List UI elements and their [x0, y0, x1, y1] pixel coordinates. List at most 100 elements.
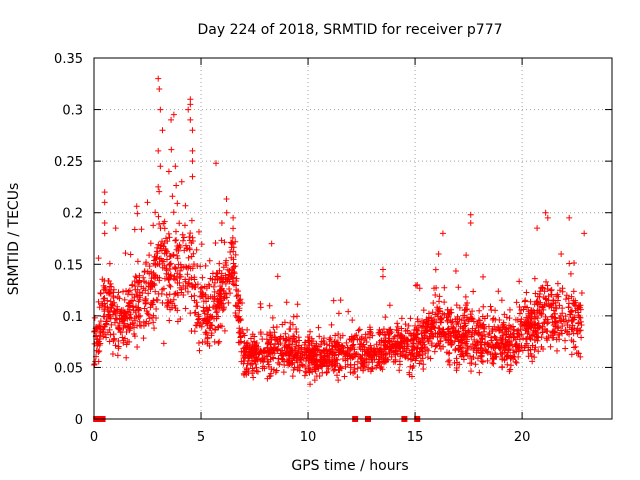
data-point — [142, 287, 149, 294]
data-point — [539, 304, 546, 311]
data-point — [357, 355, 364, 362]
data-point — [379, 273, 386, 280]
data-point — [156, 255, 163, 262]
data-point — [417, 357, 424, 364]
data-point — [325, 360, 332, 367]
data-point — [478, 332, 485, 339]
data-point — [101, 313, 108, 320]
data-point — [250, 338, 257, 345]
data-point — [384, 342, 391, 349]
data-point — [280, 369, 287, 376]
data-point — [432, 291, 439, 298]
data-point — [467, 353, 474, 360]
data-point — [435, 250, 442, 257]
data-point — [210, 283, 217, 290]
data-point — [541, 319, 548, 326]
data-point — [539, 303, 546, 310]
data-point — [289, 373, 296, 380]
data-point — [493, 342, 500, 349]
data-point — [215, 303, 222, 310]
data-point — [351, 350, 358, 357]
data-point — [367, 329, 374, 336]
data-point — [188, 217, 195, 224]
data-point — [517, 321, 524, 328]
data-point — [161, 225, 168, 232]
data-point — [218, 270, 225, 277]
data-point — [498, 363, 505, 370]
data-point — [211, 338, 218, 345]
data-point — [163, 265, 170, 272]
data-point — [227, 249, 234, 256]
data-point — [303, 369, 310, 376]
data-point — [290, 313, 297, 320]
data-point — [539, 323, 546, 330]
data-point — [196, 347, 203, 354]
data-point — [181, 247, 188, 254]
data-point — [410, 363, 417, 370]
data-point — [513, 348, 520, 355]
data-point — [126, 338, 133, 345]
data-point — [343, 339, 350, 346]
data-point — [358, 333, 365, 340]
data-point — [463, 338, 470, 345]
data-point — [226, 286, 233, 293]
data-point — [162, 235, 169, 242]
data-point — [475, 317, 482, 324]
data-point — [534, 225, 541, 232]
data-point — [203, 329, 210, 336]
data-point — [367, 342, 374, 349]
data-point — [253, 368, 260, 375]
data-point — [365, 346, 372, 353]
data-point — [518, 331, 525, 338]
data-point — [424, 354, 431, 361]
data-point — [441, 299, 448, 306]
data-point — [180, 282, 187, 289]
data-point — [177, 267, 184, 274]
data-point — [136, 279, 143, 286]
y-tick-label: 0.35 — [54, 52, 83, 67]
data-point — [335, 330, 342, 337]
y-tick-label: 0.1 — [62, 310, 83, 325]
data-point — [446, 310, 453, 317]
data-point — [419, 335, 426, 342]
data-point — [95, 298, 102, 305]
data-point — [436, 298, 443, 305]
data-point — [347, 369, 354, 376]
data-point — [507, 362, 514, 369]
data-point — [347, 346, 354, 353]
data-point — [319, 369, 326, 376]
data-point — [301, 339, 308, 346]
data-point — [398, 334, 405, 341]
data-point — [552, 329, 559, 336]
data-point — [151, 325, 158, 332]
data-point — [169, 193, 176, 200]
data-point — [461, 317, 468, 324]
data-point — [157, 242, 164, 249]
data-point — [106, 260, 113, 267]
data-point — [536, 293, 543, 300]
data-point — [427, 355, 434, 362]
data-point — [516, 336, 523, 343]
data-point — [202, 262, 209, 269]
data-point — [324, 353, 331, 360]
data-point — [440, 343, 447, 350]
data-point — [114, 293, 121, 300]
data-point — [106, 338, 113, 345]
data-point — [395, 344, 402, 351]
data-point — [432, 311, 439, 318]
data-point — [188, 240, 195, 247]
data-point — [354, 358, 361, 365]
data-point — [288, 350, 295, 357]
data-point — [125, 300, 132, 307]
data-point — [394, 323, 401, 330]
data-point — [533, 333, 540, 340]
data-point — [455, 346, 462, 353]
data-point — [230, 248, 237, 255]
data-point — [266, 373, 273, 380]
data-point — [129, 320, 136, 327]
data-point — [526, 333, 533, 340]
data-point — [96, 335, 103, 342]
data-point — [237, 333, 244, 340]
data-point — [162, 247, 169, 254]
data-point — [184, 288, 191, 295]
